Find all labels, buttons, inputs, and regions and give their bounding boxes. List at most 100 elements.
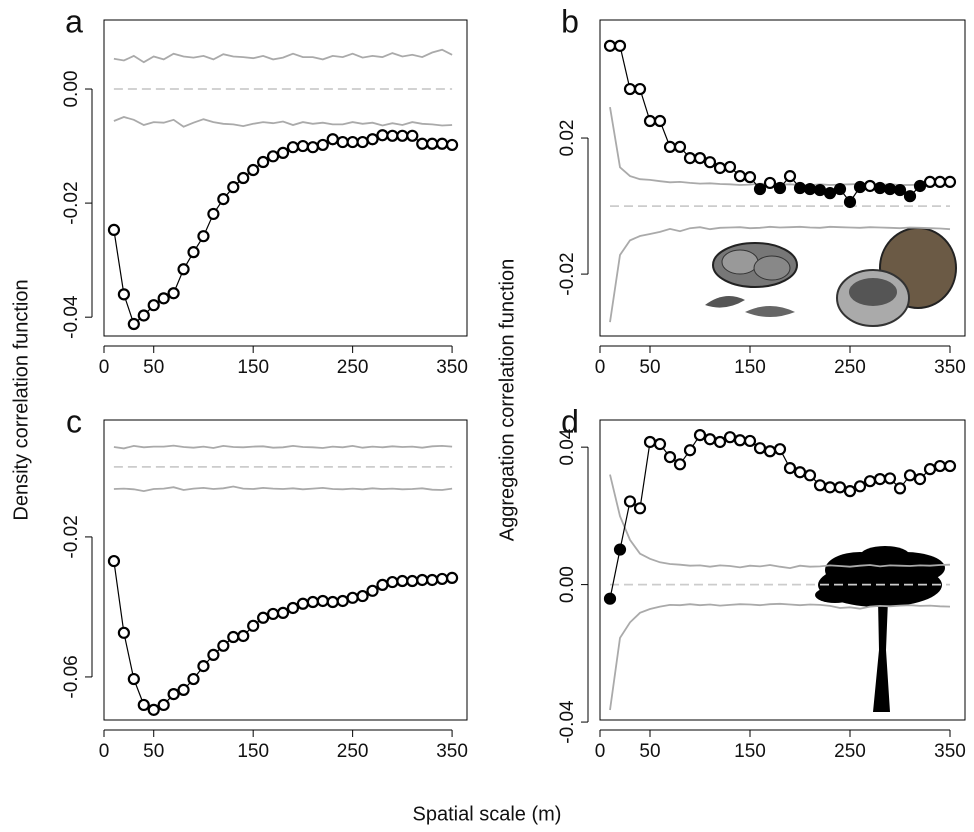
data-point <box>783 170 797 183</box>
y-tick-label: 0.04 <box>557 428 578 465</box>
x-tick-label: 50 <box>143 357 164 378</box>
data-point <box>753 442 767 455</box>
data-point <box>366 584 379 597</box>
data-point <box>396 129 409 142</box>
data-point <box>326 133 339 146</box>
data-point <box>117 288 130 301</box>
y-tick-label: -0.04 <box>557 700 578 744</box>
data-point <box>723 431 737 444</box>
data-point <box>266 607 280 621</box>
data-point <box>316 138 329 152</box>
data-point <box>773 181 787 195</box>
plot-frame <box>103 419 468 721</box>
data-point <box>157 698 170 712</box>
data-point <box>673 140 687 153</box>
data-point <box>257 611 270 624</box>
data-point <box>406 574 419 588</box>
x-tick-label: 50 <box>639 357 660 378</box>
data-point <box>436 572 449 586</box>
data-point <box>663 140 677 153</box>
data-point <box>306 595 319 609</box>
data-point <box>923 175 937 189</box>
x-tick-label: 0 <box>595 357 606 378</box>
data-point <box>693 429 707 442</box>
data-point <box>843 485 857 498</box>
data-point <box>903 469 917 482</box>
data-point <box>783 462 797 475</box>
data-point <box>943 175 957 189</box>
data-point <box>266 150 280 163</box>
data-point <box>623 495 637 508</box>
data-point <box>157 292 170 305</box>
data-point <box>167 687 180 701</box>
data-point <box>713 435 727 449</box>
data-point <box>773 443 787 456</box>
y-tick-label: 0.00 <box>557 566 578 603</box>
data-point <box>346 135 359 149</box>
data-point <box>197 230 210 243</box>
data-point <box>237 171 250 185</box>
data-point <box>227 630 240 644</box>
data-point <box>147 703 160 716</box>
data-point <box>913 473 927 486</box>
x-tick-label: 250 <box>834 741 866 762</box>
data-point <box>803 469 817 482</box>
data-point <box>883 472 897 485</box>
y-tick-label: -0.02 <box>557 252 578 295</box>
y-tick-label: -0.02 <box>61 181 82 224</box>
data-point <box>336 594 349 608</box>
envelope-line <box>609 225 951 323</box>
data-point <box>833 481 847 494</box>
data-point <box>237 629 250 643</box>
envelope-line <box>113 485 453 493</box>
y-axis-title: Aggregation correlation function <box>496 259 518 541</box>
y-axis-title: Density correlation function <box>10 279 32 520</box>
data-point <box>823 187 837 200</box>
plot-frame <box>599 19 966 337</box>
data-point <box>276 606 290 619</box>
data-point <box>933 175 947 189</box>
data-point <box>733 170 747 183</box>
data-point <box>326 595 339 609</box>
data-point <box>613 39 627 52</box>
data-point <box>107 223 121 237</box>
x-tick-label: 0 <box>99 357 110 378</box>
x-tick-label: 50 <box>639 741 660 762</box>
data-point <box>366 133 379 146</box>
x-tick-label: 350 <box>436 357 468 378</box>
data-point <box>316 594 329 608</box>
data-point <box>843 195 857 209</box>
data-point <box>793 181 807 195</box>
data-point <box>227 181 240 194</box>
data-point <box>346 591 359 604</box>
data-point <box>127 317 140 331</box>
data-point <box>306 141 319 154</box>
data-point <box>743 434 757 448</box>
x-tick-label: 350 <box>934 357 966 378</box>
data-point <box>933 459 947 473</box>
data-point <box>197 659 210 673</box>
data-point <box>217 193 230 206</box>
data-point <box>436 137 449 150</box>
data-point <box>653 437 667 451</box>
plots: a 0 50 150 250 350 -0.04 -0.02 0.00 b 0 50 150 250 350… <box>61 3 966 762</box>
data-point <box>653 114 667 128</box>
x-tick-label: 250 <box>834 357 866 378</box>
data-point <box>893 482 907 495</box>
x-tick-label: 150 <box>237 357 269 378</box>
data-point <box>863 475 877 488</box>
data-point <box>296 597 310 610</box>
data-point <box>853 480 867 493</box>
data-point <box>763 445 777 458</box>
data-point <box>426 137 439 150</box>
data-point <box>703 156 717 169</box>
data-point <box>603 592 617 605</box>
data-point <box>853 180 867 194</box>
data-point <box>257 155 270 169</box>
data-point <box>643 435 657 449</box>
x-tick-label: 250 <box>337 357 369 378</box>
y-tick-label: -0.02 <box>61 515 82 558</box>
data-point <box>713 161 727 175</box>
data-point <box>683 152 697 165</box>
